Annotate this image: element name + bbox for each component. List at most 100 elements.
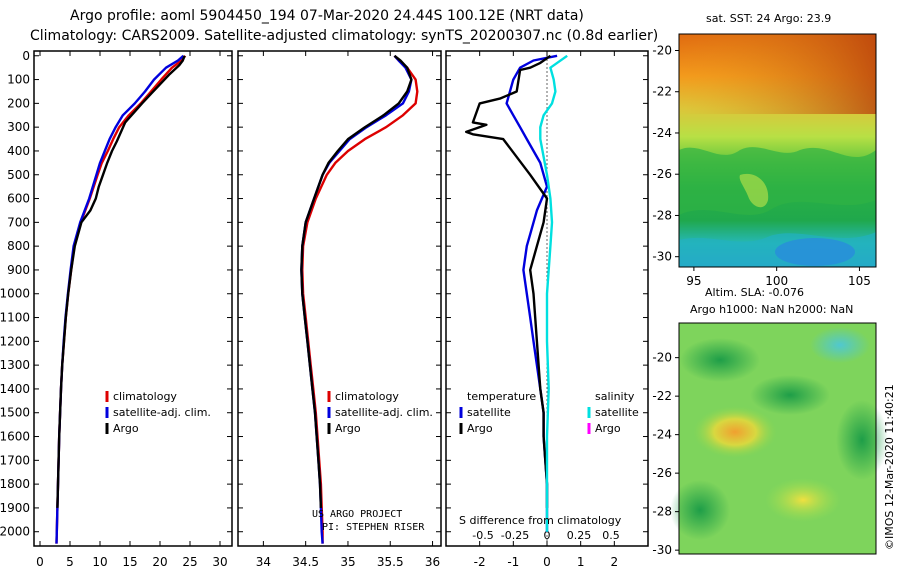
map-y-tick-label: -24 (652, 126, 672, 140)
pi-credit: PI: STEPHEN RISER (322, 522, 425, 533)
depth-tick-label: 100 (7, 73, 30, 87)
legend-satellite: satellite-adj. clim. (113, 406, 211, 419)
x-tick-label: 5 (66, 555, 74, 569)
x-tick-label: -2 (474, 555, 486, 569)
figure-subtitle: Climatology: CARS2009. Satellite-adjuste… (30, 28, 658, 44)
sla-map-subtitle: Argo h1000: NaN h2000: NaN (690, 303, 853, 316)
series-line-temperature-argo (465, 54, 552, 508)
sst-map (678, 33, 877, 268)
map-y-tick-label: -26 (652, 167, 672, 181)
x-tick-label: 30 (212, 555, 227, 569)
sst-filament (739, 173, 769, 208)
sst-green-band (679, 147, 876, 215)
series-line-salinity-satellite (539, 54, 568, 532)
depth-tick-label: 0 (22, 49, 30, 63)
sst-axes: -20 -22 -24 -26 -28 -30 95 100 105 (652, 43, 871, 288)
x-tick-label: 10 (92, 555, 107, 569)
sla-low-5 (670, 480, 730, 540)
legend-climatology: climatology (113, 390, 177, 403)
x-tick-label: 2 (611, 555, 619, 569)
map-x-tick-label: 95 (686, 274, 701, 288)
map-x-tick-label: 100 (765, 274, 788, 288)
x-tick-label: 36 (425, 555, 440, 569)
depth-tick-label: 600 (7, 192, 30, 206)
series-line-temperature-satellite (505, 54, 558, 532)
depth-tick-label: 1400 (0, 382, 30, 396)
map-y-tick-label: -20 (652, 43, 672, 57)
depth-tick-label: 300 (7, 120, 30, 134)
sla-map (670, 322, 888, 555)
imos-stamp: ©IMOS 12-Mar-2020 11:40:21 (883, 384, 896, 550)
secondary-x-tick-label: 0.25 (567, 529, 592, 542)
depth-tick-label: 1500 (0, 406, 30, 420)
secondary-x-tick-label: 0.5 (602, 529, 620, 542)
series-line-satellite-adj-clim- (55, 54, 185, 544)
secondary-x-tick-label: -0.25 (501, 529, 529, 542)
sst-warm-region (679, 34, 876, 114)
figure-title: Argo profile: aoml 5904450_194 07-Mar-20… (70, 8, 584, 24)
sla-high-2 (765, 478, 841, 522)
depth-tick-label: 1200 (0, 334, 30, 348)
depth-tick-label: 900 (7, 263, 30, 277)
sla-map-frame (678, 322, 877, 555)
secondary-x-tick-label: -0.5 (472, 529, 493, 542)
legend-sal-satellite: satellite (595, 406, 639, 419)
sla-axes: -20 -22 -24 -26 -28 -30 (652, 351, 679, 557)
legend-salinity-heading: salinity (595, 390, 635, 403)
legend-temp-satellite: satellite (467, 406, 511, 419)
map-y-tick-label: -28 (652, 505, 672, 519)
sla-high-1 (693, 406, 777, 458)
x-tick-label: 15 (122, 555, 137, 569)
series-line-argo (56, 55, 186, 508)
depth-tick-label: 1700 (0, 453, 30, 467)
sst-map-frame (678, 33, 877, 268)
salinity-panel-frame (237, 50, 442, 547)
difference-series (465, 54, 568, 532)
temperature-panel-frame (33, 50, 233, 547)
legend-satellite: satellite-adj. clim. (335, 406, 433, 419)
depth-tick-label: 1900 (0, 501, 30, 515)
map-y-tick-label: -30 (652, 543, 672, 557)
depth-tick-label: 700 (7, 215, 30, 229)
legend-temperature-heading: temperature (467, 390, 536, 403)
temperature-series (55, 54, 187, 544)
legend-climatology: climatology (335, 390, 399, 403)
salinity-x-axis: 34 34.5 35 35.5 36 (256, 51, 440, 569)
depth-tick-label: 2000 (0, 525, 30, 539)
sla-low-4 (836, 400, 888, 480)
series-line-argo (300, 54, 413, 508)
difference-legend: temperature satellite Argo salinity sate… (459, 390, 639, 435)
depth-tick-label: 500 (7, 168, 30, 182)
map-y-tick-label: -28 (652, 208, 672, 222)
x-tick-label: 34 (256, 555, 271, 569)
x-tick-label: 34.5 (292, 555, 319, 569)
x-tick-label: 1 (577, 555, 585, 569)
sst-cold-patch (775, 238, 855, 266)
sla-low-2 (810, 327, 870, 363)
legend-argo: Argo (335, 422, 361, 435)
map-y-tick-label: -24 (652, 428, 672, 442)
difference-title: S difference from climatology (459, 514, 622, 527)
map-y-tick-label: -26 (652, 466, 672, 480)
map-y-tick-label: -30 (652, 250, 672, 264)
x-tick-label: -1 (507, 555, 519, 569)
x-tick-label: 0 (543, 555, 551, 569)
salinity-series (300, 54, 419, 544)
legend-sal-argo: Argo (595, 422, 621, 435)
sla-low-1 (680, 338, 760, 382)
map-y-tick-label: -22 (652, 85, 672, 99)
legend-argo: Argo (113, 422, 139, 435)
temperature-legend: climatology satellite-adj. clim. Argo (105, 390, 211, 435)
x-tick-label: 0 (36, 555, 44, 569)
depth-tick-label: 400 (7, 144, 30, 158)
depth-tick-label: 1600 (0, 430, 30, 444)
x-tick-label: 20 (152, 555, 167, 569)
depth-tick-label: 200 (7, 96, 30, 110)
temperature-x-axis: 0 5 10 15 20 25 30 (36, 51, 228, 569)
depth-tick-label: 1100 (0, 311, 30, 325)
depth-tick-label: 1300 (0, 358, 30, 372)
legend-temp-argo: Argo (467, 422, 493, 435)
project-credit: US ARGO PROJECT (312, 509, 402, 520)
depth-tick-label: 1000 (0, 287, 30, 301)
